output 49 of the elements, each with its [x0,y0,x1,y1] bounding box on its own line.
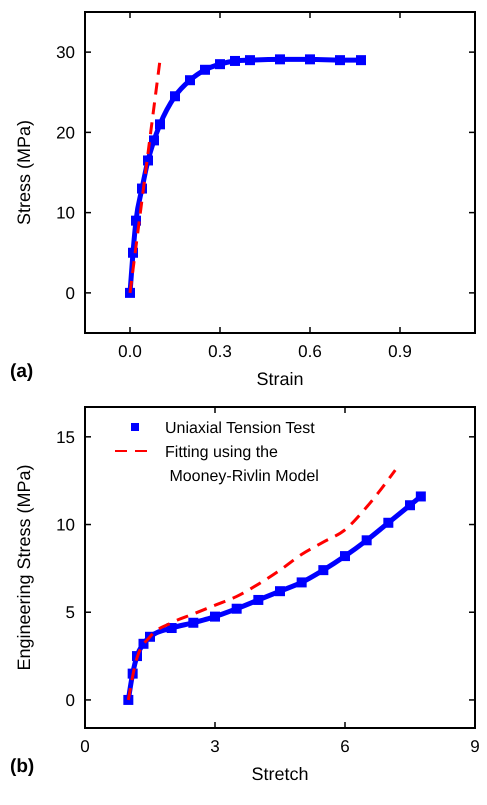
x-axis-title: Strain [256,369,304,389]
y-tick-label: 0 [66,690,75,710]
point [245,55,255,66]
point [210,612,220,622]
x-tick-label: 3 [210,737,220,756]
point [188,618,198,628]
point [340,551,350,562]
point [275,54,285,64]
point [275,586,285,596]
legend-label: Uniaxial Tension Test [165,420,316,437]
x-tick-label: 6 [340,737,350,756]
y-tick-label: 15 [56,428,75,447]
point [230,56,240,66]
y-tick-label: 10 [56,204,75,223]
legend-label: Fitting using the Mooney-Rivlin Model [165,444,319,485]
x-tick-label: 9 [470,737,480,756]
point [185,75,195,86]
point [200,64,210,75]
y-tick-label: 5 [66,603,75,622]
x-tick-label: 0.3 [208,342,232,361]
x-axis-title: Stretch [251,764,309,784]
point [356,55,366,66]
point [362,535,372,546]
point [149,135,159,146]
y-axis-title: Stress (MPa) [14,120,34,226]
point [232,604,242,614]
point [383,518,394,528]
y-axis-title: Engineering Stress (MPa) [14,464,34,671]
point [296,577,307,588]
text: (a) [10,361,34,382]
x-tick-label: 0.0 [118,342,142,361]
point [215,59,225,70]
x-tick-label: 0.6 [298,342,322,361]
y-tick-label: 10 [56,516,75,535]
point [405,500,415,510]
point [253,594,264,605]
text: (b) [10,756,34,777]
y-tick-label: 30 [56,43,75,62]
point [318,565,328,576]
x-tick-label: 0.9 [388,342,412,361]
y-tick-label: 0 [66,284,75,303]
point [155,119,165,130]
y-tick-label: 20 [56,123,75,142]
point [416,491,426,502]
point [335,55,345,66]
point [170,91,180,102]
point [305,54,315,64]
x-tick-label: 0 [80,737,90,756]
point [166,623,177,634]
